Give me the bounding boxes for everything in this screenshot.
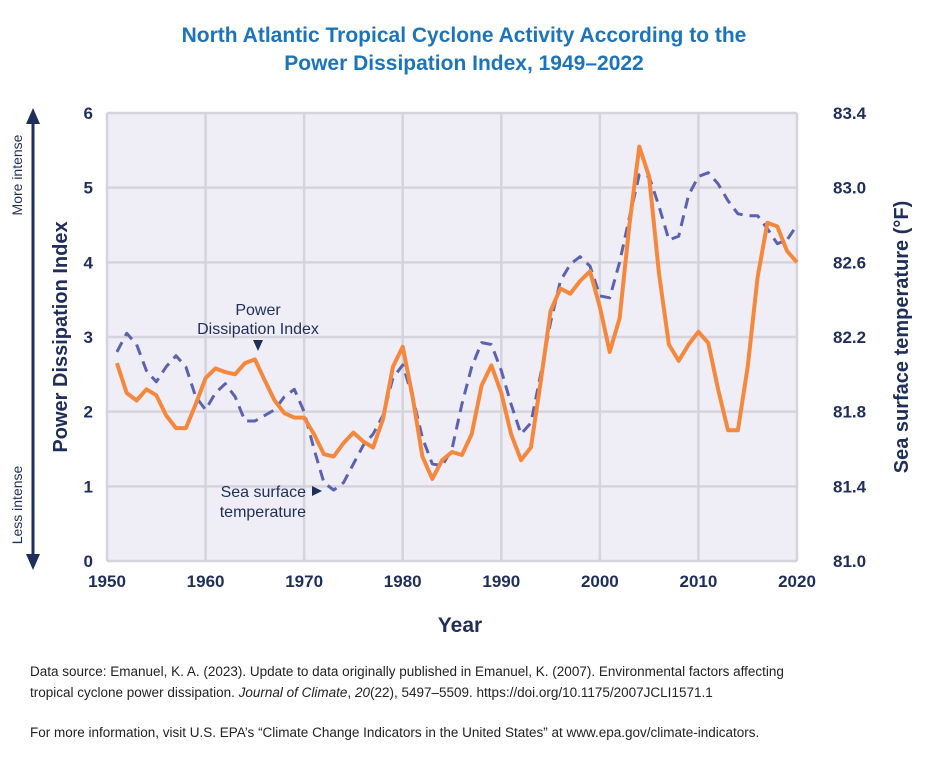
less-intense-label: Less intense <box>9 465 25 544</box>
y-right-axis-label: Sea surface temperature (°F) <box>891 201 913 474</box>
source-line-1: Data source: Emanuel, K. A. (2023). Upda… <box>30 664 784 679</box>
sst-annotation-line1: Sea surface <box>221 484 306 501</box>
y-left-tick-label: 4 <box>84 253 94 272</box>
y-right-tick-label: 82.2 <box>833 328 866 347</box>
y-left-tick-label: 5 <box>84 179 93 198</box>
y-left-tick-label: 0 <box>84 552 93 571</box>
y-left-tick-label: 3 <box>84 328 93 347</box>
y-right-tick-label: 82.6 <box>833 253 866 272</box>
x-tick-label: 1970 <box>285 572 323 591</box>
x-tick-label: 2020 <box>778 572 816 591</box>
y-left-tick-label: 2 <box>84 403 93 422</box>
x-axis-label: Year <box>438 614 482 637</box>
intensity-arrow <box>26 108 40 570</box>
title-line-2: Power Dissipation Index, 1949–2022 <box>284 52 644 75</box>
more-intense-label: More intense <box>9 134 25 215</box>
y-right-tick-label: 83.0 <box>833 179 866 198</box>
source-line-2: tropical cyclone power dissipation. Jour… <box>30 682 910 703</box>
y-left-axis-label: Power Dissipation Index <box>50 221 72 452</box>
chart-title: North Atlantic Tropical Cyclone Activity… <box>0 22 928 78</box>
x-tick-label: 2010 <box>680 572 718 591</box>
pdi-pointer-icon <box>253 340 263 351</box>
pdi-annotation-line1: Power <box>235 302 281 319</box>
x-tick-label: 2000 <box>581 572 619 591</box>
y-right-tick-label: 81.4 <box>833 477 867 496</box>
y-right-tick-label: 83.4 <box>833 104 867 123</box>
source-text: tropical cyclone power dissipation. <box>30 685 239 700</box>
y-right-tick-label: 81.0 <box>833 552 866 571</box>
x-tick-label: 1960 <box>187 572 225 591</box>
data-source: Data source: Emanuel, K. A. (2023). Upda… <box>30 661 910 703</box>
pdi-annotation-line2: Dissipation Index <box>197 321 319 338</box>
sst-annotation-line2: temperature <box>220 504 306 521</box>
sst-annotation: Sea surface temperature <box>220 484 322 521</box>
y-left-tick-label: 1 <box>84 477 93 496</box>
y-left-tick-label: 6 <box>84 104 93 123</box>
more-info: For more information, visit U.S. EPA’s “… <box>30 725 760 740</box>
sst-pointer-icon <box>312 486 322 496</box>
title-line-1: North Atlantic Tropical Cyclone Activity… <box>181 24 747 47</box>
journal-volume: 20 <box>354 685 370 700</box>
chart-svg: 1950 1960 1970 1980 1990 2000 2010 2020 0 1 2 3 4 5 6 8… <box>9 104 913 637</box>
source-doi: (22), 5497–5509. https://doi.org/10.1175… <box>369 685 713 700</box>
pdi-series-line <box>114 144 799 481</box>
pdi-annotation: Power Dissipation Index <box>197 302 319 351</box>
x-tick-label: 1950 <box>88 572 126 591</box>
journal-name: Journal of Climate <box>238 685 348 700</box>
y-right-tick-label: 81.8 <box>833 403 866 422</box>
sst-series-line <box>115 171 799 492</box>
x-tick-label: 1980 <box>384 572 422 591</box>
source-text: , <box>347 685 355 700</box>
x-tick-label: 1990 <box>482 572 520 591</box>
